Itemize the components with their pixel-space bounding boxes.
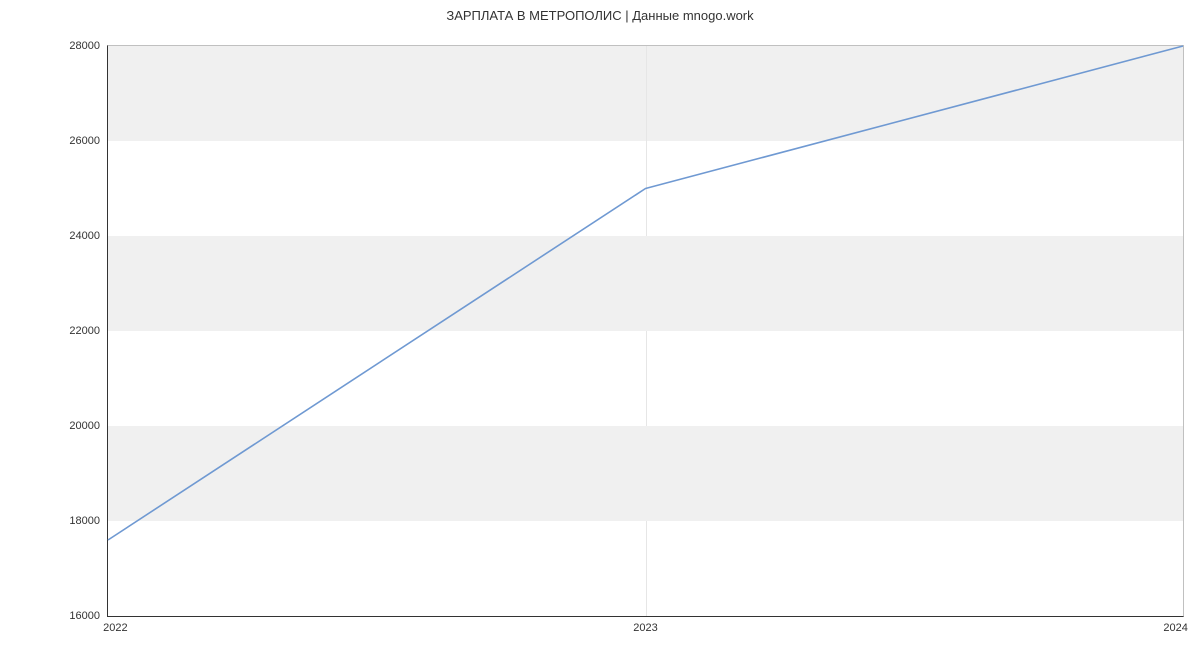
- y-tick-label: 16000: [69, 610, 100, 622]
- plot-area: 1600018000200002200024000260002800020222…: [107, 45, 1184, 617]
- x-tick-label: 2024: [1163, 622, 1187, 634]
- y-tick-label: 18000: [69, 515, 100, 527]
- y-tick-label: 24000: [69, 230, 100, 242]
- y-tick-label: 22000: [69, 325, 100, 337]
- chart-title: ЗАРПЛАТА В МЕТРОПОЛИС | Данные mnogo.wor…: [0, 8, 1200, 23]
- y-tick-label: 20000: [69, 420, 100, 432]
- y-tick-label: 28000: [69, 40, 100, 52]
- salary-line-chart: ЗАРПЛАТА В МЕТРОПОЛИС | Данные mnogo.wor…: [0, 0, 1200, 650]
- y-tick-label: 26000: [69, 135, 100, 147]
- x-tick-label: 2022: [103, 622, 127, 634]
- line-series: [108, 46, 1183, 616]
- x-tick-label: 2023: [633, 622, 657, 634]
